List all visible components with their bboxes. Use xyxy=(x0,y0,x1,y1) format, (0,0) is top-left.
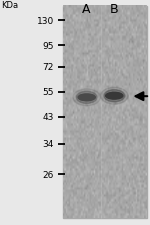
Text: 34: 34 xyxy=(43,140,54,148)
Text: B: B xyxy=(110,3,118,16)
Bar xyxy=(0,0,63,225)
Text: 26: 26 xyxy=(43,170,54,179)
Text: 95: 95 xyxy=(42,42,54,51)
Text: 43: 43 xyxy=(43,113,54,122)
Bar xyxy=(63,7,147,218)
Text: KDa: KDa xyxy=(2,1,19,10)
Ellipse shape xyxy=(73,90,100,106)
Text: A: A xyxy=(82,3,90,16)
Text: 130: 130 xyxy=(37,17,54,26)
Ellipse shape xyxy=(78,94,95,101)
Ellipse shape xyxy=(76,92,97,104)
Ellipse shape xyxy=(104,90,125,102)
Text: 72: 72 xyxy=(43,63,54,72)
Ellipse shape xyxy=(106,93,123,100)
Ellipse shape xyxy=(100,88,128,105)
Text: 55: 55 xyxy=(42,88,54,97)
